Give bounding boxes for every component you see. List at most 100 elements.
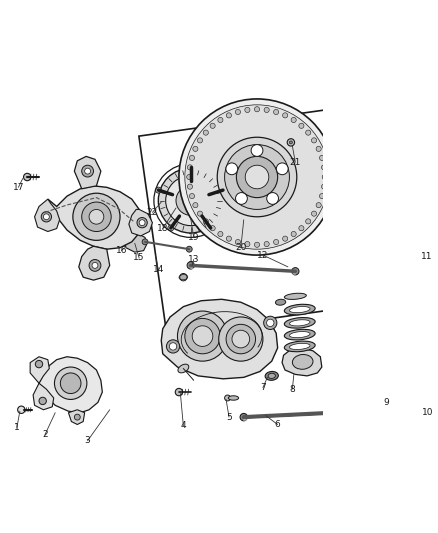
Circle shape (85, 168, 91, 174)
Circle shape (137, 217, 147, 228)
Ellipse shape (362, 312, 371, 319)
Circle shape (226, 163, 238, 175)
Circle shape (236, 192, 247, 204)
Circle shape (60, 373, 81, 393)
Circle shape (235, 109, 240, 115)
Polygon shape (33, 383, 54, 410)
Ellipse shape (290, 332, 310, 338)
Circle shape (168, 225, 174, 231)
Circle shape (267, 192, 279, 204)
Circle shape (130, 227, 134, 231)
Text: 5: 5 (226, 413, 232, 422)
Circle shape (187, 262, 194, 269)
Circle shape (319, 155, 325, 160)
Circle shape (203, 130, 208, 135)
Circle shape (264, 316, 277, 329)
Circle shape (39, 397, 46, 405)
Circle shape (291, 231, 296, 237)
Circle shape (225, 395, 230, 401)
Text: 16: 16 (116, 246, 127, 255)
Text: 12: 12 (257, 251, 268, 260)
Circle shape (82, 165, 93, 177)
Polygon shape (375, 374, 399, 387)
Ellipse shape (284, 329, 315, 340)
Text: 22: 22 (147, 208, 158, 217)
Circle shape (225, 144, 290, 209)
Circle shape (299, 123, 304, 128)
Circle shape (142, 239, 148, 245)
Circle shape (411, 328, 415, 333)
Circle shape (319, 193, 325, 199)
Circle shape (179, 99, 335, 255)
Circle shape (232, 330, 250, 348)
Circle shape (226, 324, 255, 354)
Circle shape (264, 107, 269, 112)
Circle shape (220, 187, 226, 193)
Circle shape (166, 340, 180, 353)
Polygon shape (360, 293, 438, 327)
Circle shape (377, 335, 381, 340)
Ellipse shape (276, 299, 286, 305)
Circle shape (187, 174, 192, 180)
Text: 20: 20 (235, 243, 247, 252)
Polygon shape (129, 209, 152, 236)
Circle shape (283, 113, 288, 118)
Circle shape (287, 139, 295, 146)
Circle shape (208, 225, 214, 231)
Circle shape (24, 173, 31, 181)
Circle shape (74, 414, 80, 420)
Circle shape (377, 297, 381, 302)
Ellipse shape (293, 354, 313, 369)
Text: 15: 15 (134, 254, 145, 262)
Circle shape (226, 236, 231, 241)
Polygon shape (382, 361, 406, 374)
Circle shape (192, 326, 213, 346)
Circle shape (321, 184, 327, 189)
Text: 1: 1 (14, 423, 20, 432)
Circle shape (35, 360, 42, 368)
Circle shape (89, 260, 101, 271)
Circle shape (198, 138, 203, 143)
Circle shape (330, 409, 337, 416)
Ellipse shape (265, 372, 279, 381)
Circle shape (290, 141, 293, 144)
Circle shape (251, 144, 263, 156)
Circle shape (193, 203, 198, 208)
Ellipse shape (284, 318, 315, 328)
Circle shape (306, 130, 311, 135)
Circle shape (321, 165, 327, 170)
Ellipse shape (290, 320, 310, 326)
Circle shape (237, 156, 278, 198)
Circle shape (180, 273, 187, 281)
Circle shape (274, 109, 279, 115)
Circle shape (158, 168, 223, 233)
Polygon shape (35, 199, 60, 231)
Circle shape (235, 239, 240, 245)
Circle shape (186, 246, 192, 252)
Circle shape (210, 225, 215, 231)
Polygon shape (362, 293, 438, 320)
Polygon shape (48, 186, 142, 249)
Ellipse shape (290, 306, 310, 313)
Polygon shape (375, 265, 399, 279)
Circle shape (311, 138, 317, 143)
Text: 18: 18 (157, 224, 169, 233)
Ellipse shape (284, 293, 306, 300)
Ellipse shape (178, 364, 189, 373)
Circle shape (306, 219, 311, 224)
Circle shape (299, 225, 304, 231)
Text: 13: 13 (188, 255, 199, 264)
Circle shape (226, 113, 231, 118)
Circle shape (210, 123, 215, 128)
Circle shape (185, 318, 220, 354)
Text: 14: 14 (152, 265, 164, 274)
Circle shape (283, 236, 288, 241)
Polygon shape (79, 246, 110, 280)
Text: 9: 9 (384, 398, 389, 407)
Circle shape (18, 406, 25, 414)
Circle shape (82, 202, 111, 231)
Ellipse shape (228, 396, 239, 400)
Circle shape (316, 146, 321, 151)
Text: 19: 19 (188, 233, 199, 242)
Polygon shape (30, 357, 49, 383)
